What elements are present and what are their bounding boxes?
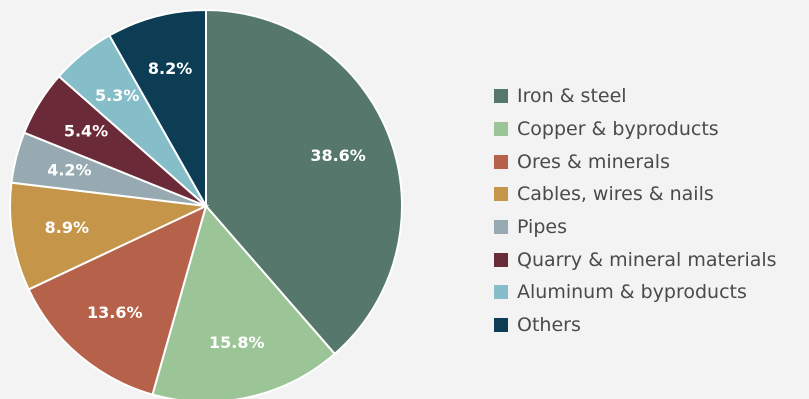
slice-value-label: 38.6% xyxy=(310,146,366,165)
pie-slice xyxy=(205,8,403,356)
legend-label: Copper & byproducts xyxy=(517,118,719,141)
legend-swatch xyxy=(494,89,508,104)
legend-swatch xyxy=(494,154,508,169)
legend-label: Iron & steel xyxy=(517,85,627,108)
legend-label: Pipes xyxy=(517,216,567,239)
legend-label: Others xyxy=(517,314,581,337)
legend: Iron & steel Copper & byproducts Ores & mi… xyxy=(494,80,777,342)
slice-value-label: 8.2% xyxy=(148,59,192,78)
legend-swatch xyxy=(494,122,508,137)
legend-swatch xyxy=(494,285,508,300)
pie-slice-labels: 38.6% 15.8% 13.6% 8.9% 4.2% 5.4% 5.3% 8.2% xyxy=(45,59,366,352)
legend-item: Copper & byproducts xyxy=(494,113,777,146)
legend-item: Pipes xyxy=(494,211,777,244)
slice-value-label: 4.2% xyxy=(47,160,91,179)
legend-item: Cables, wires & nails xyxy=(494,178,777,211)
slice-value-label: 5.4% xyxy=(64,122,108,141)
legend-swatch xyxy=(494,187,508,202)
legend-item: Aluminum & byproducts xyxy=(494,276,777,309)
legend-label: Aluminum & byproducts xyxy=(517,281,747,304)
pie-slice xyxy=(27,204,208,396)
legend-swatch xyxy=(494,220,508,235)
legend-label: Ores & minerals xyxy=(517,150,670,173)
pie-slice xyxy=(108,8,207,210)
pie-slice xyxy=(151,203,337,399)
legend-label: Quarry & mineral materials xyxy=(517,248,777,271)
pie-slice xyxy=(9,181,210,291)
slice-value-label: 13.6% xyxy=(87,303,143,322)
legend-item: Iron & steel xyxy=(494,80,777,113)
legend-swatch xyxy=(494,318,508,333)
slice-value-label: 15.8% xyxy=(209,333,265,352)
legend-item: Quarry & mineral materials xyxy=(494,243,777,276)
pie-slices xyxy=(9,8,403,399)
slice-value-label: 5.3% xyxy=(95,86,139,105)
legend-label: Cables, wires & nails xyxy=(517,183,714,206)
legend-swatch xyxy=(494,252,508,267)
slice-value-label: 8.9% xyxy=(45,218,89,237)
legend-item: Others xyxy=(494,309,777,342)
legend-item: Ores & minerals xyxy=(494,145,777,178)
